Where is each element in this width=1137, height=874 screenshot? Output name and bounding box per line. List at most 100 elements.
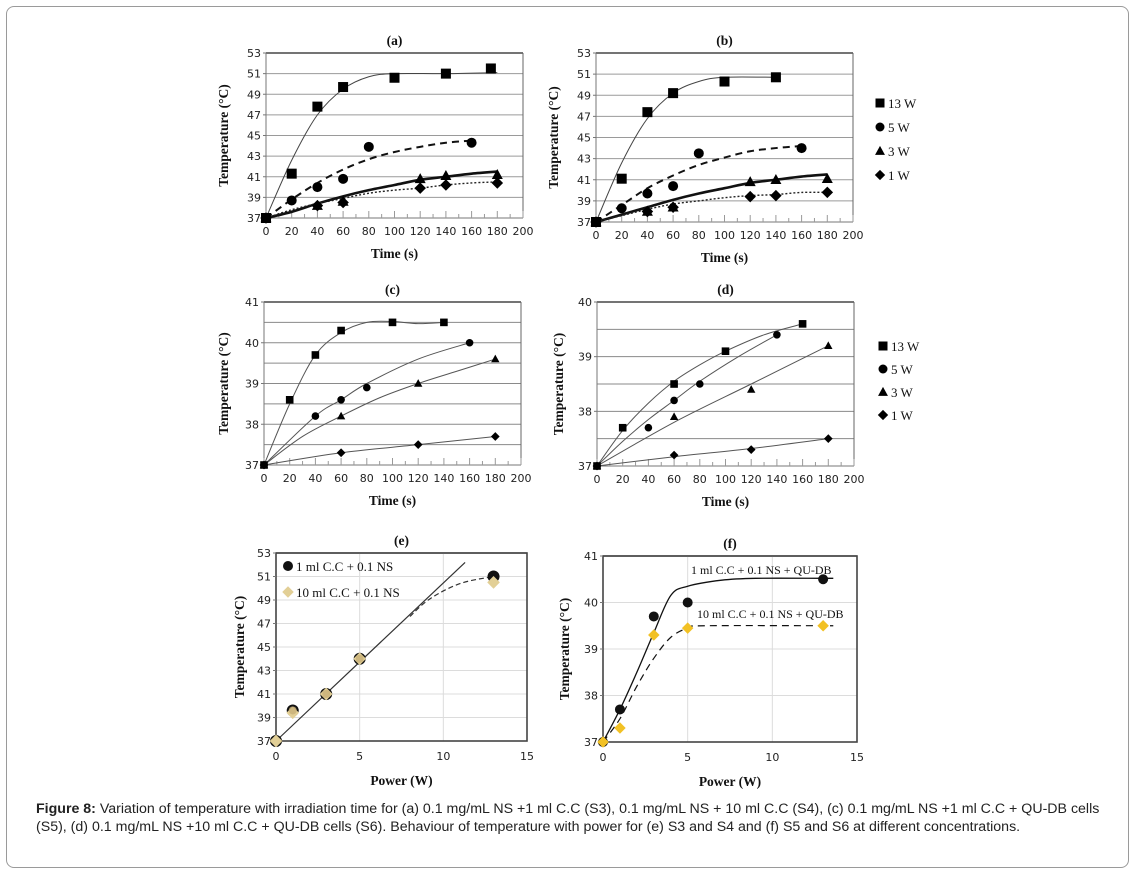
data-point-5-w <box>338 173 349 184</box>
fit-curve-13-w <box>596 323 803 467</box>
x-tick-label: 10 <box>436 750 450 763</box>
x-tick-label: 180 <box>485 472 506 485</box>
fit-curve-5-w <box>265 139 472 219</box>
fit-curve-3-w <box>595 173 828 224</box>
y-tick-label: 38 <box>578 405 592 418</box>
legend-marker-circle <box>875 122 885 132</box>
y-axis-label: Temperature (°C) <box>551 333 566 436</box>
x-tick-label: 140 <box>433 472 454 485</box>
data-point-13-w <box>642 107 653 118</box>
data-point-5-w <box>796 143 807 154</box>
y-tick-label: 49 <box>247 88 261 101</box>
legend-marker-triangle <box>875 145 885 155</box>
x-tick-label: 160 <box>792 473 813 486</box>
y-tick-label: 53 <box>247 47 261 60</box>
data-point-5-w <box>286 195 297 206</box>
x-tick-label: 60 <box>336 225 350 238</box>
data-point-3-w <box>491 354 500 363</box>
x-tick-label: 120 <box>741 473 762 486</box>
data-point-1-w <box>260 212 272 224</box>
x-tick-label: 200 <box>513 225 534 238</box>
y-tick-label: 40 <box>245 337 259 350</box>
data-point-3-w <box>744 176 756 187</box>
legend-marker-circle <box>878 364 888 374</box>
data-point-1-w <box>821 186 834 199</box>
data-point-13-w <box>286 168 297 179</box>
data-point-3-w <box>336 411 346 420</box>
x-tick-label: 0 <box>593 229 600 242</box>
y-tick-label: 47 <box>577 110 591 123</box>
x-tick-label: 180 <box>487 225 508 238</box>
x-tick-label: 20 <box>616 473 630 486</box>
x-tick-label: 0 <box>600 751 607 764</box>
y-tick-label: 37 <box>584 736 598 749</box>
data-point-5-w <box>337 396 345 404</box>
fit-curve-1-ml-c-c-0-1-ns-qu-db <box>602 577 834 743</box>
data-point-3-w <box>821 172 833 183</box>
data-point-5-w <box>466 137 477 148</box>
data-point-13-w <box>440 68 451 79</box>
x-tick-label: 40 <box>308 472 322 485</box>
data-point-10-ml-c-c-0-1-ns-qu-db <box>614 722 626 734</box>
data-point-3-w <box>440 169 452 180</box>
y-tick-label: 43 <box>247 150 261 163</box>
fit-curve-3-w <box>265 170 498 220</box>
chart-title: (c) <box>385 282 400 297</box>
data-point-overlap <box>355 654 364 663</box>
chart-panel-d: 0 20 40 60 80 100 120 140 160 180 200 37 38 39 40 (d) Ti… <box>551 282 920 509</box>
y-tick-label: 51 <box>247 68 261 81</box>
x-tick-label: 140 <box>766 473 787 486</box>
fit-curve-5-w <box>263 342 470 466</box>
data-point-13-w <box>338 82 349 93</box>
data-point-10-ml-c-c-0-1-ns-qu-db <box>681 622 694 634</box>
y-tick-label: 43 <box>577 153 591 166</box>
fit-curve-10-ml-c-c-0-1-ns-qu-db <box>602 624 834 743</box>
y-tick-label: 53 <box>577 47 591 60</box>
data-point-13-w <box>388 318 397 327</box>
y-tick-label: 51 <box>257 571 271 584</box>
fit-curve-1-w <box>595 191 828 223</box>
fit-curve-5-w <box>595 144 802 223</box>
x-tick-label: 60 <box>666 229 680 242</box>
y-tick-label: 39 <box>577 195 591 208</box>
data-point-13-w <box>721 347 730 355</box>
data-point-5-w <box>616 203 627 214</box>
data-point-10-ml-c-c-0-1-ns <box>269 734 283 748</box>
y-tick-label: 45 <box>247 130 261 143</box>
data-point-1-w <box>669 450 679 460</box>
fit-curve-1-w <box>265 181 498 219</box>
x-tick-label: 180 <box>818 473 839 486</box>
x-tick-label: 160 <box>791 229 812 242</box>
data-point-5-w <box>311 412 320 420</box>
data-point-13-w <box>670 380 678 388</box>
y-tick-label: 41 <box>245 296 259 309</box>
fit-line-solid <box>275 561 466 742</box>
x-tick-label: 0 <box>263 225 270 238</box>
data-point-1-w <box>337 196 349 209</box>
data-point-1-ml-c-c-0-1-ns-qu-db <box>818 574 829 585</box>
x-axis-label: Power (W) <box>699 774 761 789</box>
data-point-13-w <box>616 173 627 184</box>
data-point-5-w <box>696 380 704 388</box>
chart-panel-f: 0 5 10 15 37 38 39 40 41 (f) Power (W) Temperature … <box>557 536 864 789</box>
chart-title: (a) <box>387 33 403 48</box>
x-tick-label: 120 <box>408 472 429 485</box>
x-tick-label: 80 <box>360 472 374 485</box>
data-point-1-w <box>259 460 269 470</box>
data-point-13-w <box>440 318 448 327</box>
caption-text: Variation of temperature with irradiatio… <box>36 801 1100 835</box>
x-tick-label: 20 <box>283 472 297 485</box>
chart-title: (e) <box>394 533 409 548</box>
chart-panel-c: 0 20 40 60 80 100 120 140 160 180 200 37 38 39 40 41 (c)… <box>216 282 532 508</box>
legend-marker-circle <box>283 561 293 571</box>
x-tick-label: 20 <box>615 229 629 242</box>
legend-label: 10 ml C.C + 0.1 NS <box>296 585 400 600</box>
legend-label: 5 W <box>888 120 911 135</box>
data-point-3-w <box>824 341 833 349</box>
y-axis-label: Temperature (°C) <box>546 86 561 189</box>
y-tick-label: 41 <box>584 550 598 563</box>
y-tick-label: 37 <box>257 735 271 748</box>
figure-caption: Figure 8: Variation of temperature with … <box>36 800 1111 836</box>
data-point-13-w <box>719 76 730 87</box>
data-point-1-w <box>823 434 833 444</box>
